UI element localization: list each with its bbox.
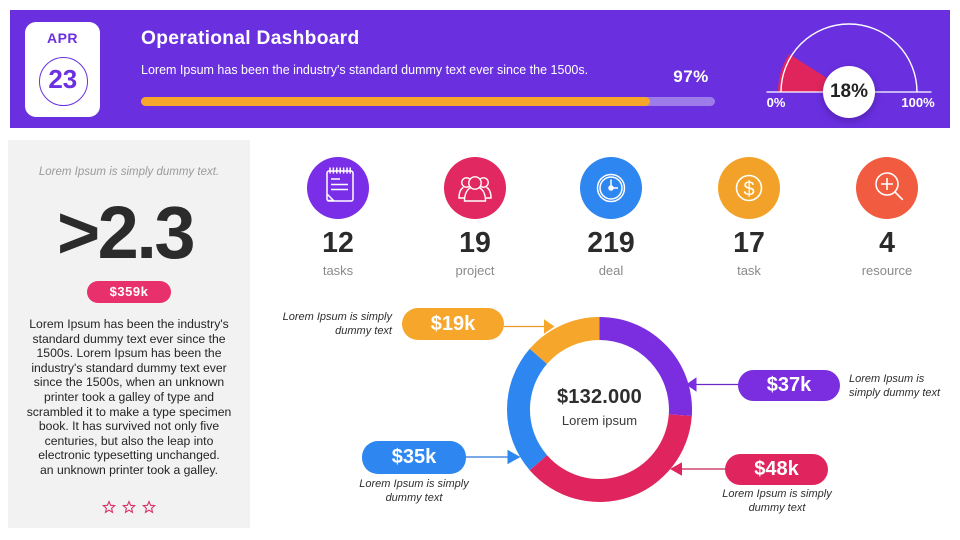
svg-text:$: $ — [743, 179, 754, 201]
